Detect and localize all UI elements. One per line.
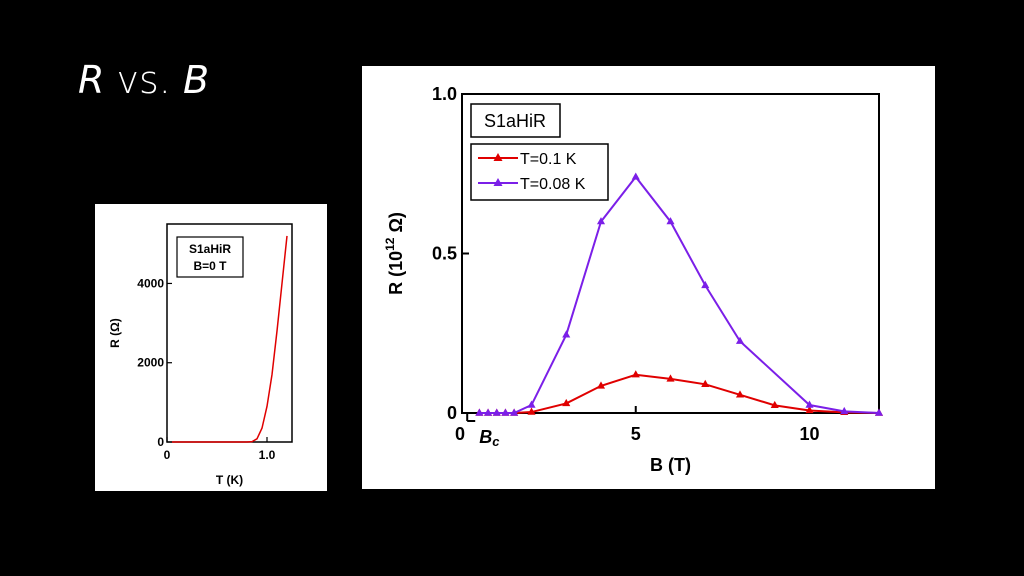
data-point	[631, 172, 640, 180]
data-point	[840, 406, 849, 415]
data-point	[562, 330, 571, 338]
data-point	[701, 379, 710, 387]
data-point	[527, 407, 536, 415]
annotation-text: S1aHiR	[484, 111, 546, 131]
y-axis-label-main: R (10	[386, 251, 406, 295]
y-axis-label-superscript: 12	[383, 237, 397, 251]
annotation-box	[470, 103, 561, 138]
x-axis-label: T (K)	[216, 473, 243, 487]
small-chart-panel: 0 1.0 0 2000 4000 T (K) R (Ω) S1aHiR B=0 T	[95, 204, 327, 491]
x-tick-label: 1.0	[259, 448, 276, 462]
x-tick-label: 0	[164, 448, 171, 462]
annotation-text: B=0 T	[193, 259, 227, 273]
legend-box	[470, 143, 609, 201]
data-point	[484, 408, 493, 416]
data-point	[492, 408, 501, 416]
y-axis-label: R (1012 Ω)	[383, 212, 406, 295]
y-tick-label: 0	[157, 435, 164, 449]
data-point	[666, 217, 675, 225]
bc-subscript: c	[492, 434, 500, 449]
data-point	[805, 405, 814, 414]
legend-label: T=0.08 K	[520, 176, 586, 193]
series-line	[479, 175, 880, 414]
data-point	[701, 280, 710, 289]
data-point	[475, 408, 484, 416]
data-point	[501, 408, 510, 416]
x-tick-label: 5	[631, 424, 641, 444]
y-tick-label: 2000	[137, 356, 164, 370]
x-tick-label: 0	[455, 424, 465, 444]
data-point	[735, 336, 745, 344]
data-point	[770, 400, 779, 409]
y-tick-label: 1.0	[432, 84, 457, 104]
data-point	[527, 400, 536, 408]
data-point	[510, 408, 519, 416]
data-point	[631, 370, 640, 378]
x-axis-label: B (T)	[650, 455, 691, 475]
y-tick-label: 0.5	[432, 244, 457, 264]
large-chart: 0 5 10 0 0.5 1.0 Bc B (T) R (1012 Ω) S1aHiR T=0.1 …	[383, 84, 884, 475]
data-point	[596, 381, 606, 389]
data-point	[805, 400, 814, 408]
plot-frame	[461, 93, 880, 414]
slide-title: R vs. B	[78, 58, 209, 102]
slide-title-vs: vs.	[104, 58, 183, 102]
y-axis-label-end: Ω)	[386, 212, 406, 237]
series-line	[172, 235, 288, 443]
data-point	[666, 374, 675, 382]
slide-title-b: B	[182, 58, 210, 102]
annotation-text: S1aHiR	[189, 242, 231, 256]
large-chart-panel: 0 5 10 0 0.5 1.0 Bc B (T) R (1012 Ω) S1aHiR T=0.1 …	[362, 66, 935, 489]
x-tick-label: 10	[799, 424, 819, 444]
y-tick-label: 0	[447, 403, 457, 423]
annotation-box	[176, 236, 244, 278]
data-point	[562, 398, 571, 407]
data-point	[596, 217, 606, 225]
legend-marker	[493, 178, 503, 186]
legend-label: T=0.1 K	[520, 151, 577, 168]
data-point	[874, 408, 884, 416]
legend-marker	[493, 153, 503, 161]
slide-title-r: R	[78, 58, 105, 102]
y-axis-label: R (Ω)	[108, 318, 122, 348]
small-chart: 0 1.0 0 2000 4000 T (K) R (Ω) S1aHiR B=0 T	[108, 223, 293, 487]
data-point	[735, 390, 745, 398]
bc-label: Bc	[479, 427, 500, 449]
y-tick-label: 4000	[137, 276, 164, 290]
